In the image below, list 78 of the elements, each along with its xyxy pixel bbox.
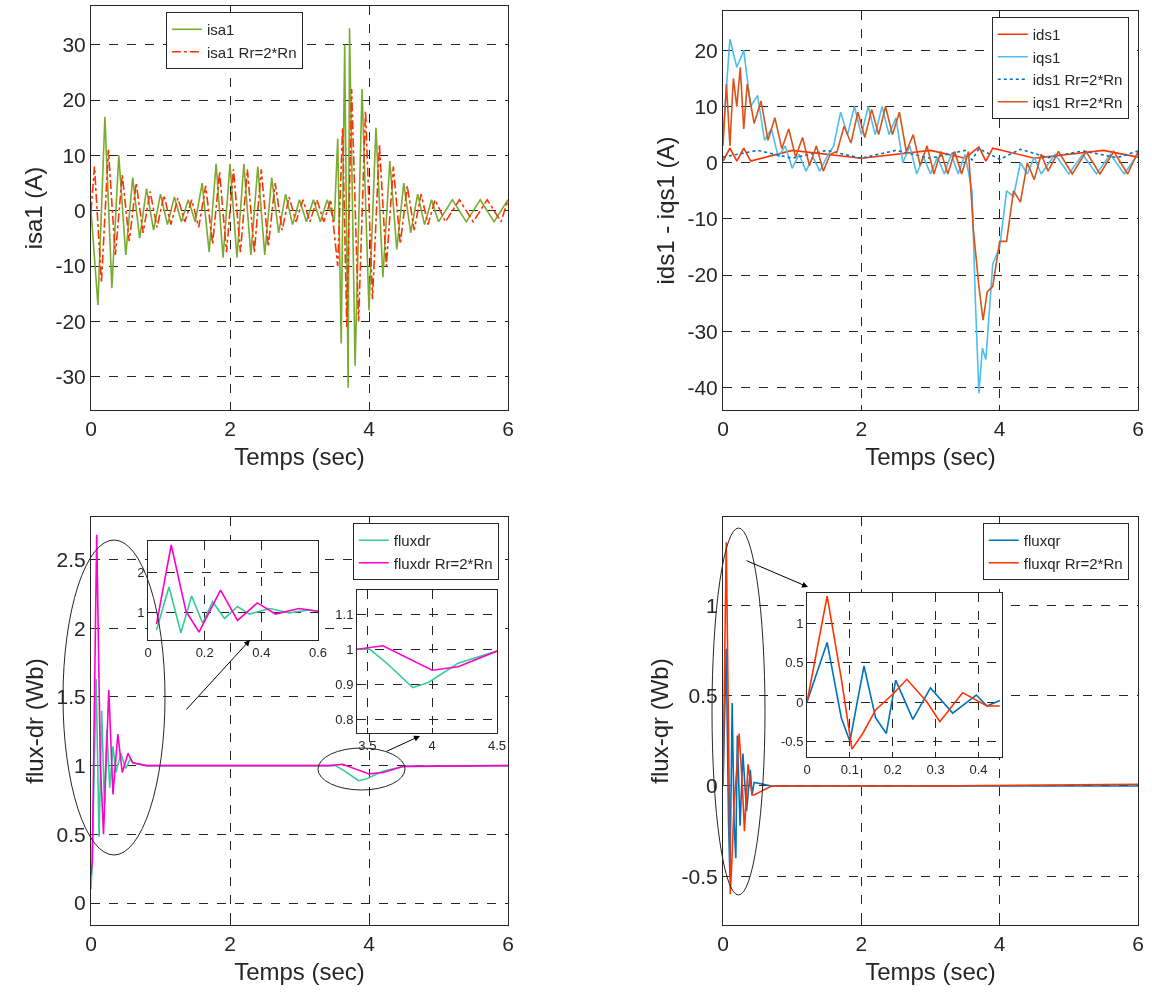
legend-label: ids1	[1032, 26, 1061, 44]
y-tick-label: 0.8	[335, 711, 354, 727]
x-tick-label: 0.4	[252, 644, 271, 660]
y-tick-label: -30	[687, 319, 718, 343]
y-tick-label: 1.5	[56, 685, 86, 709]
y-axis-title: isa1 (A)	[19, 166, 47, 250]
y-tick-label: 1	[74, 754, 86, 777]
y-tick-label: 2.5	[56, 547, 86, 571]
x-tick-label: 4.5	[487, 737, 507, 753]
x-tick-label: 0.6	[308, 644, 328, 660]
x-tick-label: 6	[502, 417, 514, 441]
x-axis-title: Temps (sec)	[234, 957, 365, 985]
x-tick-label: 0.3	[926, 761, 945, 777]
x-tick-label: 4	[993, 932, 1006, 956]
x-axis-title: Temps (sec)	[865, 442, 996, 470]
y-tick-label: 0.5	[785, 655, 804, 671]
y-tick-label: 0	[706, 151, 718, 175]
legend-label: fluxqr Rr=2*Rn	[1023, 554, 1123, 572]
y-tick-label: 2	[74, 616, 86, 640]
y-tick-label: 1	[706, 593, 718, 617]
y-tick-label: 20	[694, 38, 718, 62]
x-tick-label: 0.2	[883, 761, 902, 777]
x-tick-label: 4	[993, 417, 1006, 441]
y-tick-label: -0.5	[780, 733, 804, 749]
y-tick-label: 0	[74, 891, 86, 915]
x-tick-label: 2	[855, 932, 868, 956]
y-tick-label: 1.1	[335, 606, 354, 622]
line-series	[723, 38, 1138, 394]
line-series	[723, 66, 1138, 321]
y-axis-title: flux-qr (Wb)	[645, 658, 673, 784]
y-tick-label: -30	[55, 365, 86, 389]
y-tick-label: 20	[62, 88, 86, 112]
line-series	[357, 645, 497, 672]
legend-label: iqs1	[1032, 48, 1061, 66]
y-tick-label: 0.9	[335, 676, 354, 692]
line-series	[807, 641, 1001, 743]
line-series	[91, 534, 508, 877]
y-tick-label: -10	[687, 207, 718, 231]
x-tick-label: 0.2	[195, 644, 214, 660]
x-tick-label: 6	[502, 932, 514, 956]
x-tick-label: 4	[363, 417, 376, 441]
y-tick-label: -40	[687, 375, 718, 399]
x-tick-label: 2	[224, 417, 236, 441]
x-tick-label: 0.4	[969, 761, 988, 777]
line-series	[807, 595, 1001, 750]
legend-label: ids1 Rr=2*Rn	[1032, 71, 1123, 89]
x-axis-title: Temps (sec)	[234, 442, 365, 470]
y-axis-title: ids1 - iqs1 (A)	[651, 136, 679, 285]
y-tick-label: 10	[694, 94, 718, 118]
line-series	[91, 88, 508, 328]
y-tick-label: 1	[137, 604, 145, 620]
y-tick-label: -0.5	[681, 864, 718, 888]
x-tick-label: 2	[224, 932, 236, 956]
y-tick-label: 1	[796, 616, 804, 632]
y-tick-label: -20	[687, 263, 718, 287]
x-tick-label: 4	[363, 932, 376, 956]
x-axis-title: Temps (sec)	[865, 957, 996, 985]
legend-label: fluxdr	[393, 532, 431, 550]
y-tick-label: 0.5	[56, 822, 86, 846]
legend-label: fluxdr Rr=2*Rn	[393, 554, 493, 572]
x-tick-label: 6	[1132, 932, 1144, 956]
x-tick-label: 2	[855, 417, 868, 441]
y-tick-label: 0	[796, 694, 804, 710]
x-tick-label: 6	[1132, 417, 1144, 441]
y-axis-title: flux-dr (Wb)	[20, 658, 48, 784]
legend-label: isa1	[206, 21, 235, 39]
y-tick-label: 30	[62, 33, 86, 57]
y-tick-label: 10	[62, 143, 86, 167]
legend-label: iqs1 Rr=2*Rn	[1032, 93, 1123, 111]
line-series	[155, 544, 318, 633]
y-tick-label: -20	[55, 309, 86, 333]
y-tick-label: 1	[346, 641, 354, 657]
legend-label: fluxqr	[1023, 532, 1061, 550]
x-tick-label: 0.1	[840, 761, 859, 777]
y-tick-label: 0	[74, 199, 86, 223]
y-tick-label: -10	[55, 254, 86, 278]
legend-label: isa1 Rr=2*Rn	[206, 43, 297, 61]
x-tick-label: 4	[428, 737, 436, 753]
